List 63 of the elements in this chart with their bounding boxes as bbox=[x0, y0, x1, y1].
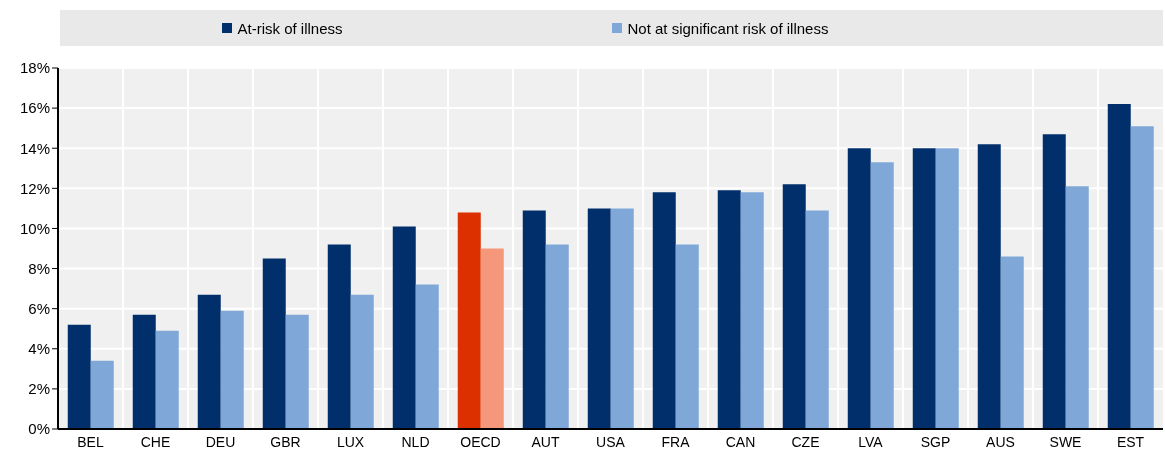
bar bbox=[1000, 256, 1024, 429]
y-tick-label: 12% bbox=[19, 179, 50, 197]
x-tick-label: NLD bbox=[401, 433, 430, 450]
x-tick-label: CZE bbox=[791, 433, 820, 450]
x-tick-label: SGP bbox=[920, 433, 951, 450]
bar bbox=[977, 144, 1001, 429]
bar bbox=[90, 360, 114, 429]
bar bbox=[805, 210, 829, 429]
bar bbox=[935, 148, 959, 429]
x-tick-label: LVA bbox=[858, 433, 884, 450]
bar bbox=[350, 294, 374, 429]
bar bbox=[132, 314, 156, 429]
bar bbox=[197, 294, 221, 429]
bar bbox=[717, 190, 741, 429]
bar bbox=[870, 162, 894, 429]
bar bbox=[545, 244, 569, 429]
y-tick-label: 18% bbox=[19, 59, 50, 77]
x-tick-label: AUT bbox=[531, 433, 560, 450]
x-tick-label: CHE bbox=[140, 433, 171, 450]
bar bbox=[912, 148, 936, 429]
bar bbox=[392, 226, 416, 429]
bar bbox=[1130, 126, 1154, 429]
bar bbox=[67, 324, 91, 429]
bar bbox=[610, 208, 634, 429]
x-tick-label: LUX bbox=[336, 433, 365, 450]
x-tick-label: DEU bbox=[205, 433, 236, 450]
bar bbox=[285, 314, 309, 429]
bar bbox=[480, 248, 504, 429]
x-tick-label: SWE bbox=[1049, 433, 1082, 450]
bar bbox=[675, 244, 699, 429]
y-tick-label: 10% bbox=[19, 219, 50, 237]
bar bbox=[220, 310, 244, 429]
y-tick-label: 8% bbox=[28, 259, 50, 277]
bar bbox=[327, 244, 351, 429]
y-tick-label: 6% bbox=[28, 299, 50, 317]
bar bbox=[1042, 134, 1066, 429]
bar bbox=[155, 330, 179, 429]
x-tick-label: AUS bbox=[986, 433, 1015, 450]
x-tick-label: FRA bbox=[661, 433, 691, 450]
y-tick-label: 0% bbox=[28, 420, 50, 438]
y-tick-label: 16% bbox=[19, 99, 50, 117]
bar bbox=[652, 192, 676, 429]
y-tick-label: 14% bbox=[19, 139, 50, 157]
legend-label: Not at significant risk of illness bbox=[627, 19, 829, 37]
y-tick-label: 4% bbox=[28, 340, 50, 358]
bar bbox=[1065, 186, 1089, 429]
bar bbox=[847, 148, 871, 429]
bar bbox=[522, 210, 546, 429]
bar bbox=[587, 208, 611, 429]
legend-label: At-risk of illness bbox=[237, 19, 343, 37]
x-tick-label: USA bbox=[596, 433, 626, 450]
bar bbox=[415, 284, 439, 429]
x-tick-label: BEL bbox=[77, 433, 104, 450]
bar bbox=[740, 192, 764, 429]
x-tick-label: EST bbox=[1116, 433, 1145, 450]
bar bbox=[1107, 104, 1131, 429]
x-tick-label: GBR bbox=[270, 433, 301, 450]
bar bbox=[262, 258, 286, 429]
x-tick-label: OECD bbox=[460, 433, 501, 450]
y-tick-label: 2% bbox=[28, 380, 50, 398]
bar bbox=[782, 184, 806, 429]
bar bbox=[457, 212, 481, 429]
x-tick-label: CAN bbox=[725, 433, 756, 450]
